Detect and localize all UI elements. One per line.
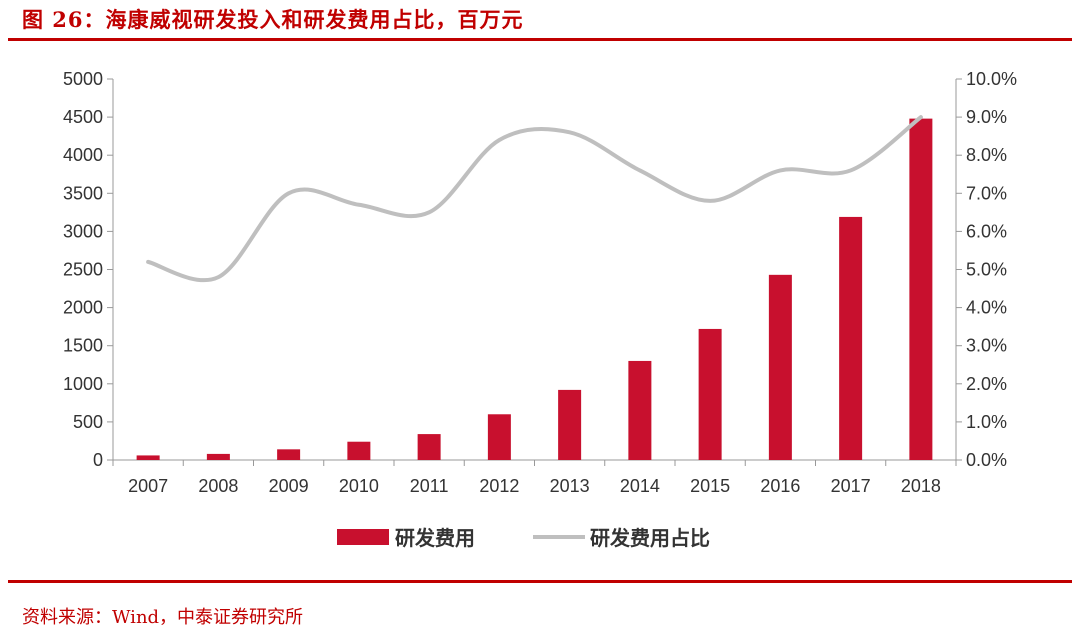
bar [277, 449, 301, 460]
x-tick-label: 2017 [831, 476, 871, 496]
y-tick-label-left: 3500 [63, 183, 103, 203]
legend-bar-label: 研发费用 [395, 526, 475, 550]
y-tick-label-left: 4000 [63, 145, 103, 165]
x-tick-label: 2011 [410, 476, 449, 496]
x-tick-label: 2014 [620, 476, 660, 496]
legend-bar-swatch [337, 529, 389, 545]
y-tick-label-left: 3000 [63, 221, 103, 241]
bar [909, 118, 933, 461]
title-rule [8, 38, 1072, 41]
y-tick-label-right: 2.0% [966, 374, 1007, 394]
y-tick-label-left: 5000 [63, 69, 103, 89]
x-tick-label: 2008 [198, 476, 238, 496]
y-tick-label-right: 0.0% [966, 450, 1007, 470]
y-tick-label-left: 2500 [63, 260, 103, 280]
y-tick-label-right: 5.0% [966, 260, 1007, 280]
y-tick-label-right: 8.0% [966, 145, 1007, 165]
y-tick-label-right: 6.0% [966, 221, 1007, 241]
bar [206, 453, 230, 460]
y-tick-label-left: 4500 [63, 107, 103, 127]
x-tick-label: 2010 [339, 476, 379, 496]
x-tick-label: 2007 [128, 476, 168, 496]
y-tick-label-right: 7.0% [966, 183, 1007, 203]
bar [628, 360, 652, 460]
bar [558, 389, 582, 460]
bar [839, 216, 863, 460]
x-tick-label: 2015 [690, 476, 730, 496]
source-note: 资料来源：Wind，中泰证券研究所 [22, 607, 304, 628]
chart-title: 图 26：海康威视研发投入和研发费用占比，百万元 [22, 7, 524, 32]
x-tick-label: 2012 [479, 476, 519, 496]
y-tick-label-right: 4.0% [966, 298, 1007, 318]
legend-line-label: 研发费用占比 [590, 526, 710, 550]
source-rule [8, 580, 1072, 583]
y-tick-label-left: 0 [93, 450, 103, 470]
y-tick-label-right: 1.0% [966, 412, 1007, 432]
y-tick-label-left: 500 [73, 412, 103, 432]
y-tick-label-right: 9.0% [966, 107, 1007, 127]
y-tick-label-right: 3.0% [966, 336, 1007, 356]
y-tick-label-left: 2000 [63, 298, 103, 318]
y-tick-label-left: 1000 [63, 374, 103, 394]
bar [347, 441, 371, 460]
y-tick-label-right: 10.0% [966, 69, 1017, 89]
x-tick-label: 2009 [269, 476, 309, 496]
bar [487, 414, 511, 460]
x-tick-label: 2013 [550, 476, 590, 496]
x-tick-label: 2016 [760, 476, 800, 496]
y-tick-label-left: 1500 [63, 336, 103, 356]
ratio-line [146, 115, 923, 283]
bar [768, 274, 792, 460]
bar [417, 434, 441, 460]
bar [136, 455, 160, 460]
x-tick-label: 2018 [901, 476, 941, 496]
bar [698, 328, 722, 460]
chart-svg: 0 500 1000 1500 2000 2500 3000 3500 4000 4500 5000… [63, 69, 1017, 550]
